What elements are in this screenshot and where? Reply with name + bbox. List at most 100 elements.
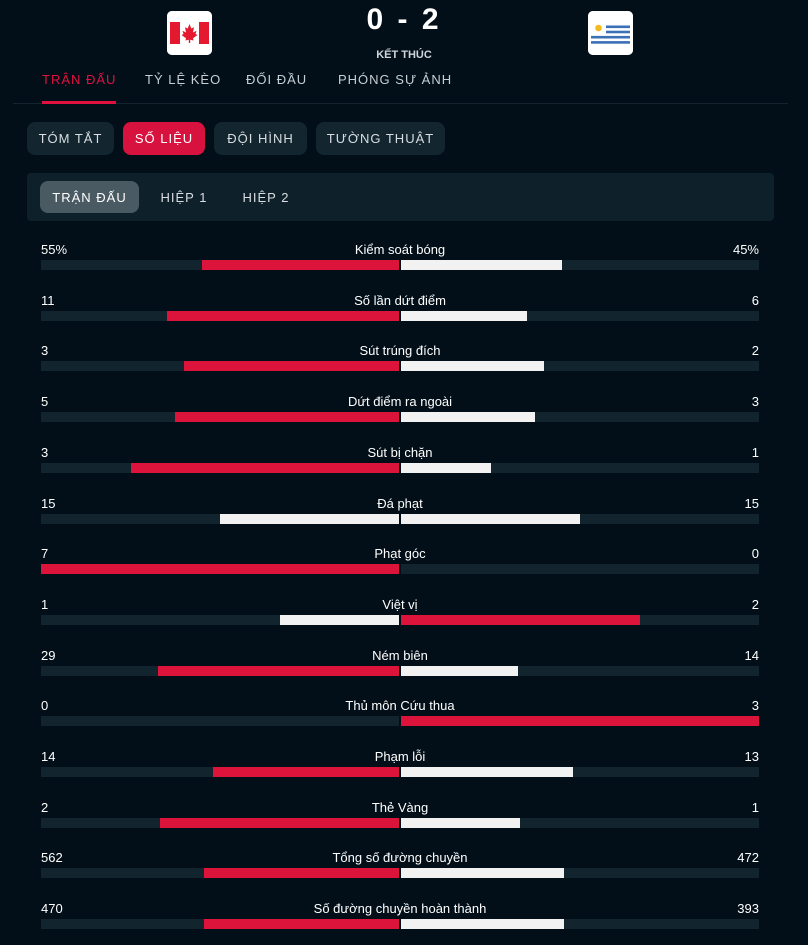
stat-row: 562 Tổng số đường chuyền 472 xyxy=(41,850,759,890)
stat-home-bar xyxy=(160,817,399,828)
stat-home-value: 562 xyxy=(41,850,63,866)
stat-home-track xyxy=(41,919,399,930)
stat-home-bar xyxy=(213,767,399,777)
stat-home-value: 2 xyxy=(41,799,49,815)
period-first-half[interactable]: HIỆP 1 xyxy=(160,189,208,205)
stat-away-value: 2 xyxy=(751,596,759,612)
stat-away-value: 0 xyxy=(751,546,759,562)
stat-home-value: 29 xyxy=(41,647,56,663)
stat-home-track xyxy=(41,513,399,524)
stat-row: 11 Số lần dứt điểm 6 xyxy=(41,293,759,333)
stat-home-track xyxy=(41,868,399,879)
stat-home-track xyxy=(41,564,399,575)
stat-home-track xyxy=(41,665,399,676)
stat-away-bar xyxy=(401,868,565,879)
stat-away-track xyxy=(401,614,759,625)
stat-label: Sút bị chặn xyxy=(367,444,433,460)
stat-home-value: 3 xyxy=(41,444,49,460)
stat-home-value: 5 xyxy=(41,394,49,410)
stat-away-value: 3 xyxy=(751,394,759,410)
subtab-stats[interactable]: SỐ LIỆU xyxy=(123,122,205,155)
stat-away-track xyxy=(401,260,759,270)
stat-row: 29 Ném biên 14 xyxy=(41,648,759,688)
stat-home-bar xyxy=(167,310,399,321)
stat-away-track xyxy=(401,361,759,372)
stat-away-value: 14 xyxy=(744,647,759,663)
period-second-half[interactable]: HIỆP 2 xyxy=(242,189,290,205)
match-header: 0 - 2 KẾT THÚC xyxy=(0,0,808,70)
canada-flag-icon[interactable] xyxy=(167,11,212,55)
canada-flag-graphic xyxy=(167,11,212,55)
stat-label: Thẻ Vàng xyxy=(371,799,429,815)
stat-label: Việt vị xyxy=(382,596,418,612)
stat-away-track xyxy=(401,564,759,575)
stat-row: 470 Số đường chuyền hoàn thành 393 xyxy=(41,901,759,941)
stat-away-value: 2 xyxy=(751,343,759,359)
stat-row: 1 Việt vị 2 xyxy=(41,597,759,637)
stat-away-track xyxy=(401,412,759,423)
stat-away-track xyxy=(401,716,759,727)
stat-home-value: 55% xyxy=(41,242,68,257)
stat-away-bar xyxy=(401,412,536,423)
stat-home-value: 7 xyxy=(41,546,49,562)
stat-away-bar xyxy=(401,767,574,777)
stat-home-value: 470 xyxy=(41,901,63,917)
tab-match[interactable]: TRẬN ĐẤU xyxy=(42,72,117,104)
stat-away-value: 472 xyxy=(737,850,759,866)
match-status: KẾT THÚC xyxy=(376,49,432,61)
stat-home-value: 0 xyxy=(41,698,49,714)
stat-label: Ném biên xyxy=(372,647,428,663)
stat-home-bar xyxy=(202,260,399,270)
stat-label: Thủ môn Cứu thua xyxy=(345,698,455,714)
tab-odds[interactable]: TỶ LỆ KÈO xyxy=(145,72,222,87)
stat-home-bar xyxy=(220,513,399,524)
stat-home-track xyxy=(41,767,399,777)
stat-home-bar xyxy=(41,564,399,575)
stat-away-value: 393 xyxy=(737,901,759,917)
stat-home-track xyxy=(41,817,399,828)
subtab-commentary[interactable]: TƯỜNG THUẬT xyxy=(316,122,445,155)
subtab-summary[interactable]: TÓM TẮT xyxy=(27,122,114,155)
stat-home-track xyxy=(41,260,399,270)
main-tabs: TRẬN ĐẤU TỶ LỆ KÈO ĐỐI ĐẦU PHÓNG SỰ ẢNH xyxy=(13,68,788,104)
stat-label: Sút trúng đích xyxy=(359,343,441,359)
stat-home-track xyxy=(41,462,399,473)
stat-away-value: 1 xyxy=(751,444,759,460)
stat-label: Phạm lỗi xyxy=(374,749,426,764)
stat-home-track xyxy=(41,716,399,727)
stat-label: Số đường chuyền hoàn thành xyxy=(313,901,487,917)
stat-home-bar xyxy=(204,868,399,879)
stat-label: Dứt điểm ra ngoài xyxy=(347,394,453,410)
period-full-match[interactable]: TRẬN ĐẤU xyxy=(40,181,139,213)
stat-home-value: 11 xyxy=(41,292,55,308)
stat-home-bar xyxy=(203,919,399,930)
stat-label: Phạt góc xyxy=(374,546,426,562)
stat-away-track xyxy=(401,919,759,930)
stat-away-bar xyxy=(401,665,518,676)
subtab-lineups[interactable]: ĐỘI HÌNH xyxy=(214,122,307,155)
stat-label: Số lần dứt điểm xyxy=(354,292,446,308)
stat-away-track xyxy=(401,513,759,524)
stat-home-bar xyxy=(175,412,399,423)
stat-away-track xyxy=(401,817,759,828)
stat-home-track xyxy=(41,412,399,423)
stat-away-value: 15 xyxy=(744,495,759,511)
match-score: 0 - 2 xyxy=(366,3,442,36)
stat-away-bar xyxy=(401,361,545,372)
stat-row: 2 Thẻ Vàng 1 xyxy=(41,800,759,840)
uruguay-flag-graphic xyxy=(588,11,633,55)
stat-row: 15 Đá phạt 15 xyxy=(41,496,759,536)
stat-home-track xyxy=(41,361,399,372)
stat-row: 3 Sút trúng đích 2 xyxy=(41,343,759,383)
tab-head-to-head[interactable]: ĐỐI ĐẦU xyxy=(246,72,308,87)
stat-home-value: 14 xyxy=(41,749,56,764)
stat-away-bar xyxy=(401,614,640,625)
tab-photo-report[interactable]: PHÓNG SỰ ẢNH xyxy=(338,72,453,87)
stat-row: 0 Thủ môn Cứu thua 3 xyxy=(41,698,759,738)
stat-row: 3 Sút bị chặn 1 xyxy=(41,445,759,485)
stat-away-track xyxy=(401,665,759,676)
uruguay-flag-icon[interactable] xyxy=(588,11,633,55)
stat-away-bar xyxy=(401,919,564,930)
stat-away-track xyxy=(401,462,759,473)
stat-home-value: 15 xyxy=(41,495,56,511)
